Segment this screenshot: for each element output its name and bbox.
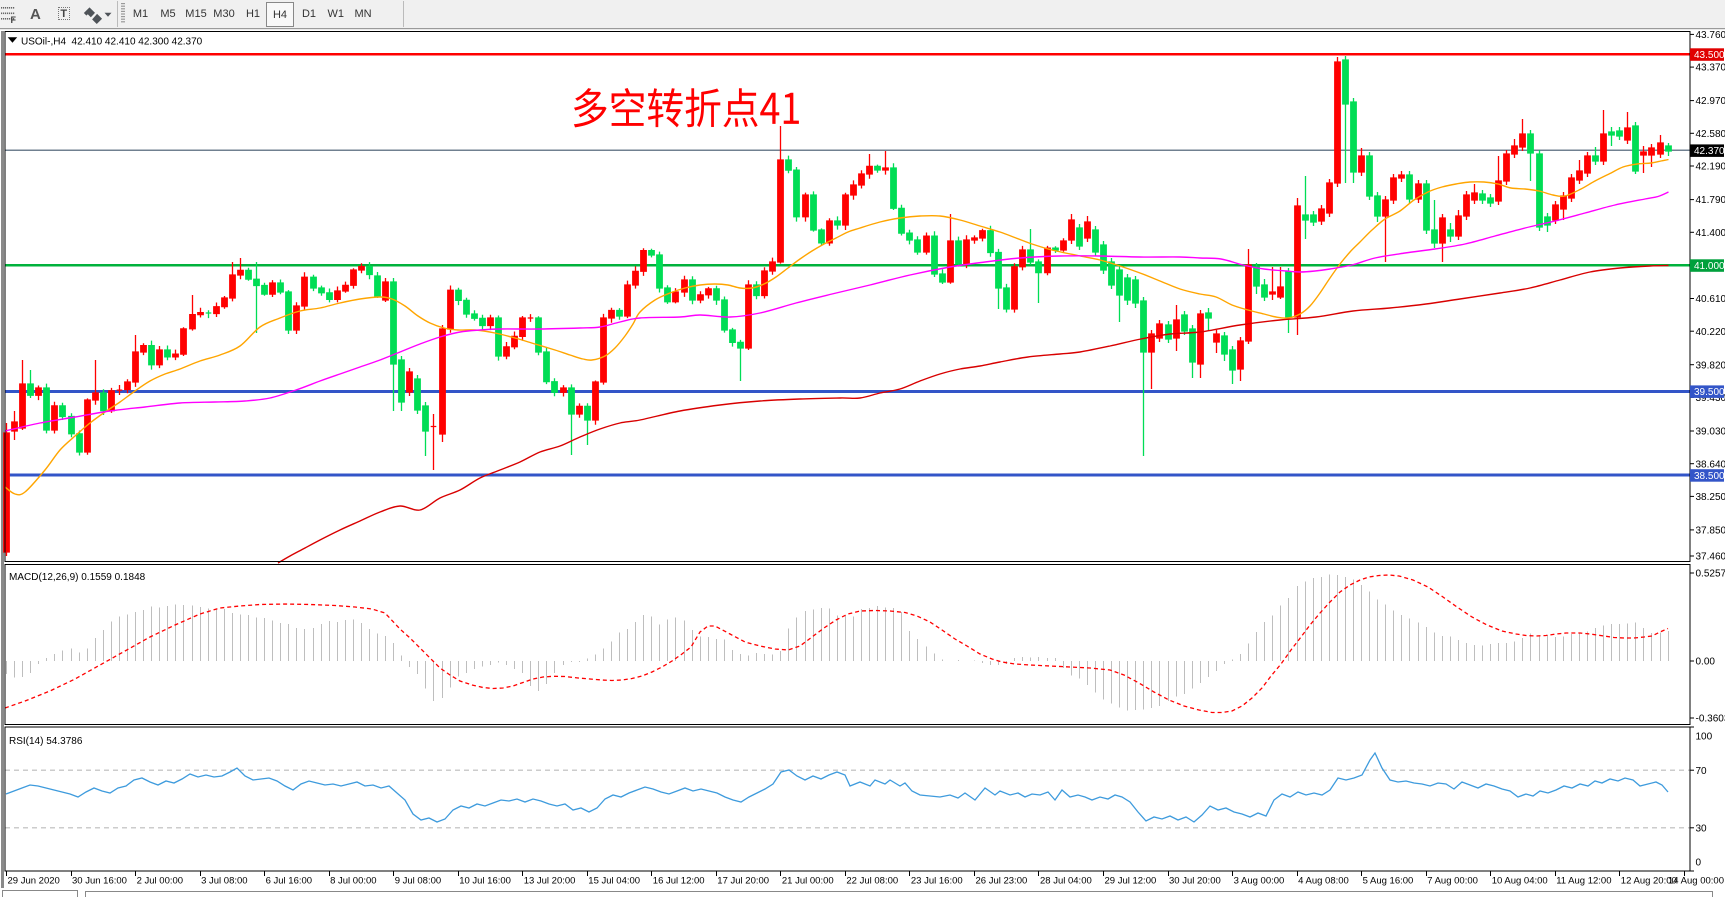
svg-text:MACD(12,26,9) 0.1559 0.1848: MACD(12,26,9) 0.1559 0.1848 — [9, 572, 146, 583]
svg-text:38.250: 38.250 — [1696, 492, 1725, 503]
svg-text:23 Jul 16:00: 23 Jul 16:00 — [911, 876, 963, 887]
svg-text:40.610: 40.610 — [1696, 294, 1725, 305]
svg-text:42.970: 42.970 — [1696, 96, 1725, 107]
svg-text:F: F — [11, 15, 17, 24]
svg-text:9 Jul 08:00: 9 Jul 08:00 — [395, 876, 441, 887]
svg-text:2 Jul 00:00: 2 Jul 00:00 — [137, 876, 183, 887]
svg-text:39.030: 39.030 — [1696, 427, 1725, 438]
svg-text:USOil-,H4 42.410 42.410 42.30: USOil-,H4 42.410 42.410 42.300 42.370 — [21, 37, 203, 48]
svg-text:14 Aug 00:00: 14 Aug 00:00 — [1668, 876, 1724, 887]
svg-text:41.790: 41.790 — [1696, 195, 1725, 206]
svg-text:30: 30 — [1696, 823, 1708, 834]
svg-text:12 Aug 20:00: 12 Aug 20:00 — [1621, 876, 1677, 887]
svg-text:-0.3603: -0.3603 — [1696, 714, 1725, 725]
svg-text:21 Jul 00:00: 21 Jul 00:00 — [782, 876, 834, 887]
svg-text:39.430: 39.430 — [1696, 393, 1725, 404]
svg-text:15 Jul 04:00: 15 Jul 04:00 — [588, 876, 640, 887]
svg-text:40.220: 40.220 — [1696, 327, 1725, 338]
svg-text:0.5257: 0.5257 — [1696, 569, 1725, 580]
svg-text:16 Jul 12:00: 16 Jul 12:00 — [653, 876, 705, 887]
svg-text:8 Jul 00:00: 8 Jul 00:00 — [330, 876, 376, 887]
svg-text:43.500: 43.500 — [1694, 50, 1725, 61]
svg-text:39.820: 39.820 — [1696, 360, 1725, 371]
svg-text:26 Jul 23:00: 26 Jul 23:00 — [976, 876, 1028, 887]
svg-text:43.760: 43.760 — [1696, 31, 1725, 41]
svg-text:0.00: 0.00 — [1696, 657, 1716, 668]
svg-text:42.190: 42.190 — [1696, 162, 1725, 173]
svg-text:3 Aug 00:00: 3 Aug 00:00 — [1234, 876, 1285, 887]
svg-text:42.370: 42.370 — [1694, 146, 1725, 157]
svg-text:100: 100 — [1696, 732, 1713, 743]
svg-text:3 Jul 08:00: 3 Jul 08:00 — [201, 876, 247, 887]
svg-text:38.500: 38.500 — [1694, 471, 1725, 482]
svg-text:41.400: 41.400 — [1696, 228, 1725, 239]
svg-text:70: 70 — [1696, 766, 1708, 777]
svg-text:30 Jun 16:00: 30 Jun 16:00 — [72, 876, 127, 887]
svg-text:29 Jul 12:00: 29 Jul 12:00 — [1105, 876, 1157, 887]
svg-text:37.850: 37.850 — [1696, 526, 1725, 537]
svg-text:38.640: 38.640 — [1696, 459, 1725, 470]
svg-text:4 Aug 08:00: 4 Aug 08:00 — [1298, 876, 1349, 887]
svg-text:5 Aug 16:00: 5 Aug 16:00 — [1363, 876, 1414, 887]
svg-text:22 Jul 08:00: 22 Jul 08:00 — [846, 876, 898, 887]
svg-text:29 Jun 2020: 29 Jun 2020 — [8, 876, 60, 887]
svg-text:6 Jul 16:00: 6 Jul 16:00 — [266, 876, 312, 887]
svg-text:28 Jul 04:00: 28 Jul 04:00 — [1040, 876, 1092, 887]
svg-text:7 Aug 00:00: 7 Aug 00:00 — [1427, 876, 1478, 887]
svg-text:13 Jul 20:00: 13 Jul 20:00 — [524, 876, 576, 887]
svg-text:41.000: 41.000 — [1694, 261, 1725, 272]
svg-text:10 Jul 16:00: 10 Jul 16:00 — [459, 876, 511, 887]
svg-text:0: 0 — [1696, 858, 1702, 869]
svg-text:RSI(14) 54.3786: RSI(14) 54.3786 — [9, 736, 83, 747]
svg-text:43.370: 43.370 — [1696, 63, 1725, 74]
svg-text:11 Aug 12:00: 11 Aug 12:00 — [1556, 876, 1611, 887]
svg-text:17 Jul 20:00: 17 Jul 20:00 — [717, 876, 769, 887]
svg-text:10 Aug 04:00: 10 Aug 04:00 — [1492, 876, 1548, 887]
svg-text:39.500: 39.500 — [1694, 387, 1725, 398]
svg-text:42.580: 42.580 — [1696, 129, 1725, 140]
svg-text:30 Jul 20:00: 30 Jul 20:00 — [1169, 876, 1221, 887]
svg-text:37.460: 37.460 — [1696, 552, 1725, 563]
